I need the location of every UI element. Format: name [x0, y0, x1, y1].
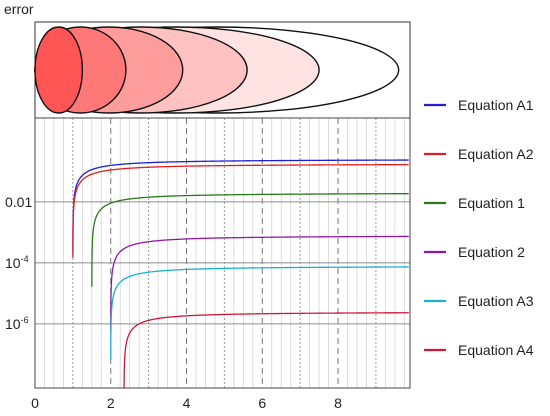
plot-frame — [34, 117, 411, 389]
plot-background — [35, 118, 410, 388]
x-axis: 0 2 4 6 8 — [31, 395, 342, 411]
plot-area — [34, 117, 411, 389]
legend-label: Equation A3 — [458, 293, 534, 309]
error-ellipse-6 — [34, 26, 84, 114]
y-tick-label: 10-6 — [5, 315, 29, 332]
x-tick-label: 4 — [183, 395, 191, 411]
legend: Equation A1 Equation A2 Equation 1 Equation… — [424, 97, 534, 358]
series-line-equation-a1 — [72, 159, 409, 254]
x-tick-label: 6 — [258, 395, 266, 411]
top-panel-label: error — [4, 1, 34, 17]
series-line-equation-a3 — [110, 266, 409, 360]
x-tick-label: 2 — [107, 395, 115, 411]
legend-label: Equation A1 — [458, 97, 534, 113]
legend-label: Equation A2 — [458, 146, 534, 162]
x-tick-label: 8 — [334, 395, 342, 411]
legend-label: Equation A4 — [458, 342, 534, 358]
series-line-equation-a4 — [123, 312, 409, 389]
y-tick-label: 10-4 — [5, 254, 29, 271]
top-panel: error — [4, 1, 411, 119]
series-line-equation-1 — [91, 193, 409, 287]
x-tick-label: 0 — [31, 395, 39, 411]
legend-label: Equation 2 — [458, 244, 525, 260]
series-line-equation-2 — [110, 235, 409, 330]
series-line-equation-a2 — [72, 163, 409, 258]
y-tick-label: 0.01 — [5, 194, 32, 210]
y-axis: 0.01 10-4 10-6 — [5, 194, 32, 332]
legend-label: Equation 1 — [458, 195, 525, 211]
